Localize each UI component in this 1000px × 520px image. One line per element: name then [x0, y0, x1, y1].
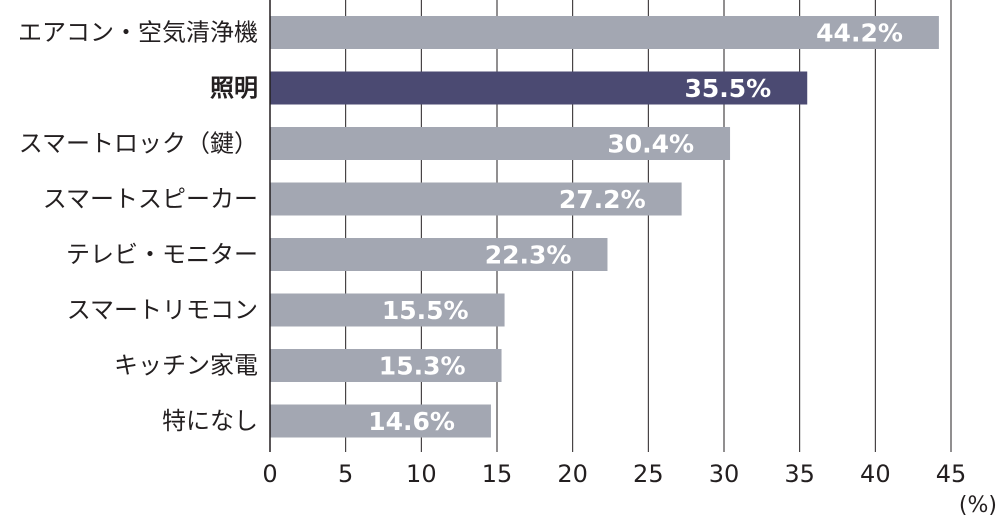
bar-7: [270, 404, 491, 438]
value-label-6: 15.3%: [379, 352, 466, 381]
x-tick-label-5: 5: [338, 460, 353, 488]
bar-1: [270, 71, 808, 105]
value-label-1: 35.5%: [684, 74, 771, 103]
x-tick-label-25: 25: [633, 460, 664, 488]
x-tick-label-0: 0: [262, 460, 277, 488]
x-tick-label-45: 45: [936, 460, 967, 488]
category-label-7: 特になし: [162, 407, 258, 435]
bar-2: [270, 127, 731, 160]
value-label-5: 15.5%: [382, 296, 469, 325]
value-labels: 44.2% 35.5% 30.4% 27.2% 22.3% 15.5% 15.3% 14.6%: [368, 19, 903, 437]
value-label-0: 44.2%: [816, 19, 903, 48]
category-label-4: テレビ・モニター: [66, 241, 258, 269]
x-tick-label-35: 35: [784, 460, 815, 488]
x-tick-label-15: 15: [482, 460, 513, 488]
bars: [270, 16, 939, 438]
category-label-2: スマートロック（鍵）: [19, 130, 258, 158]
category-label-5: スマートリモコン: [67, 296, 258, 324]
bar-6: [270, 349, 502, 382]
value-label-7: 14.6%: [368, 407, 455, 436]
bar-3: [270, 182, 682, 216]
value-label-2: 30.4%: [607, 130, 694, 159]
bar-4: [270, 238, 608, 271]
gridlines: [345, 0, 952, 452]
category-label-6: キッチン家電: [114, 352, 258, 380]
x-tick-label-40: 40: [860, 460, 891, 488]
value-label-4: 22.3%: [485, 241, 572, 270]
x-unit-label: (%): [959, 493, 997, 518]
x-tick-label-10: 10: [406, 460, 437, 488]
bar-5: [270, 293, 505, 327]
x-tick-label-30: 30: [709, 460, 740, 488]
category-label-1: 照明: [210, 74, 258, 102]
category-label-3: スマートスピーカー: [43, 185, 258, 213]
category-label-0: エアコン・空気清浄機: [18, 19, 258, 47]
x-tick-label-20: 20: [557, 460, 588, 488]
bar-0: [270, 16, 939, 49]
value-label-3: 27.2%: [559, 185, 646, 214]
x-tick-labels: 0 5 10 15 20 25 30 35 40 45: [262, 460, 966, 488]
